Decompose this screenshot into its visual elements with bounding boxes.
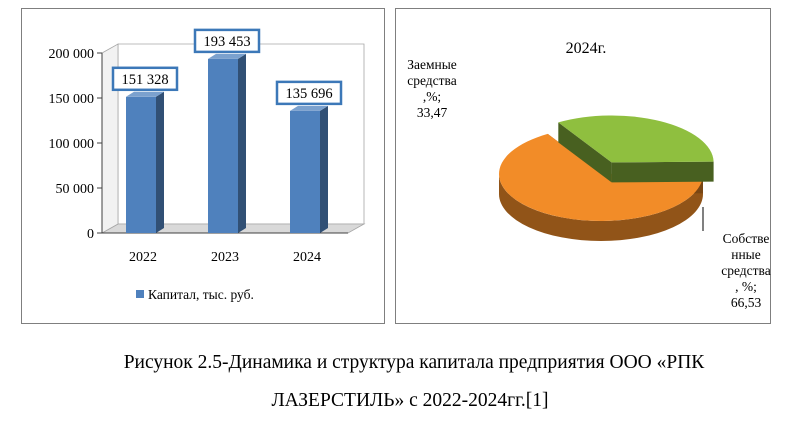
y-tick-label: 0 <box>87 227 94 242</box>
x-tick-label: 2024 <box>293 250 321 265</box>
capital-bar-chart-panel: 0 50 000 100 000 150 000 200 000 2022 151 328 2… <box>21 8 385 324</box>
pie-label-line: нные <box>731 247 761 262</box>
pie-label-line: Заемные <box>407 57 457 72</box>
capital-bar-chart: 0 50 000 100 000 150 000 200 000 2022 151 328 2… <box>49 28 366 302</box>
bar-top-2023 <box>208 53 246 59</box>
pie-slice-top <box>499 133 704 221</box>
pie-label-line: средства <box>721 263 771 278</box>
x-tick-label: 2022 <box>129 250 157 265</box>
y-tick-label: 50 000 <box>56 182 95 197</box>
figure-caption-line-1: Рисунок 2.5-Динамика и структура капитал… <box>123 352 705 373</box>
pie-slice-side <box>499 174 703 241</box>
bar-2023 <box>208 58 238 233</box>
pie-label-line: средства <box>407 73 457 88</box>
y-tick-label: 150 000 <box>49 92 95 107</box>
x-tick-label: 2023 <box>211 250 239 265</box>
data-label-box <box>111 66 179 92</box>
pie-label-1: Собстве нные средства, %; 66,53 <box>721 231 771 310</box>
legend-label: Капитал, тыс. руб. <box>148 287 254 302</box>
y-tick-label: 100 000 <box>49 137 95 152</box>
figure-caption-line-2: ЛАЗЕРСТИЛЬ» с 2022-2024гг.[1] <box>271 390 549 411</box>
bar-top-2022 <box>126 91 164 97</box>
bar-side-2024 <box>320 105 328 233</box>
y-tick-label: 200 000 <box>49 47 95 62</box>
pie-label-0: Заемные средства,%; 33,47 <box>407 57 457 120</box>
data-label: 193 453 <box>203 34 250 50</box>
data-label-box <box>275 80 343 106</box>
pie-label-line: , %; <box>735 279 757 294</box>
pie-label-line: ,%; <box>423 89 441 104</box>
chart-title: 2024г. <box>566 40 607 57</box>
bar-2022 <box>126 96 156 233</box>
bar-side-2023 <box>238 53 246 233</box>
pie-label-line: 66,53 <box>731 295 762 310</box>
bar-top-2024 <box>290 105 328 111</box>
bar-side-2022 <box>156 91 164 233</box>
pie-slice-cut-face <box>611 161 714 183</box>
pie-slice-top <box>558 115 714 163</box>
legend-swatch <box>136 290 144 298</box>
pie-label-line: Собстве <box>723 231 770 246</box>
data-label: 135 696 <box>285 86 332 102</box>
data-label: 151 328 <box>121 72 168 88</box>
bar-2024 <box>290 110 320 233</box>
capital-structure-pie-panel: 2024г. Заемные средства,%; 33,47 Собстве нные… <box>395 8 771 324</box>
pie-label-line: 33,47 <box>417 105 448 120</box>
pie-slice-0 <box>558 115 714 183</box>
pie-slice-cut-face <box>558 122 612 183</box>
data-label-box <box>193 28 261 54</box>
